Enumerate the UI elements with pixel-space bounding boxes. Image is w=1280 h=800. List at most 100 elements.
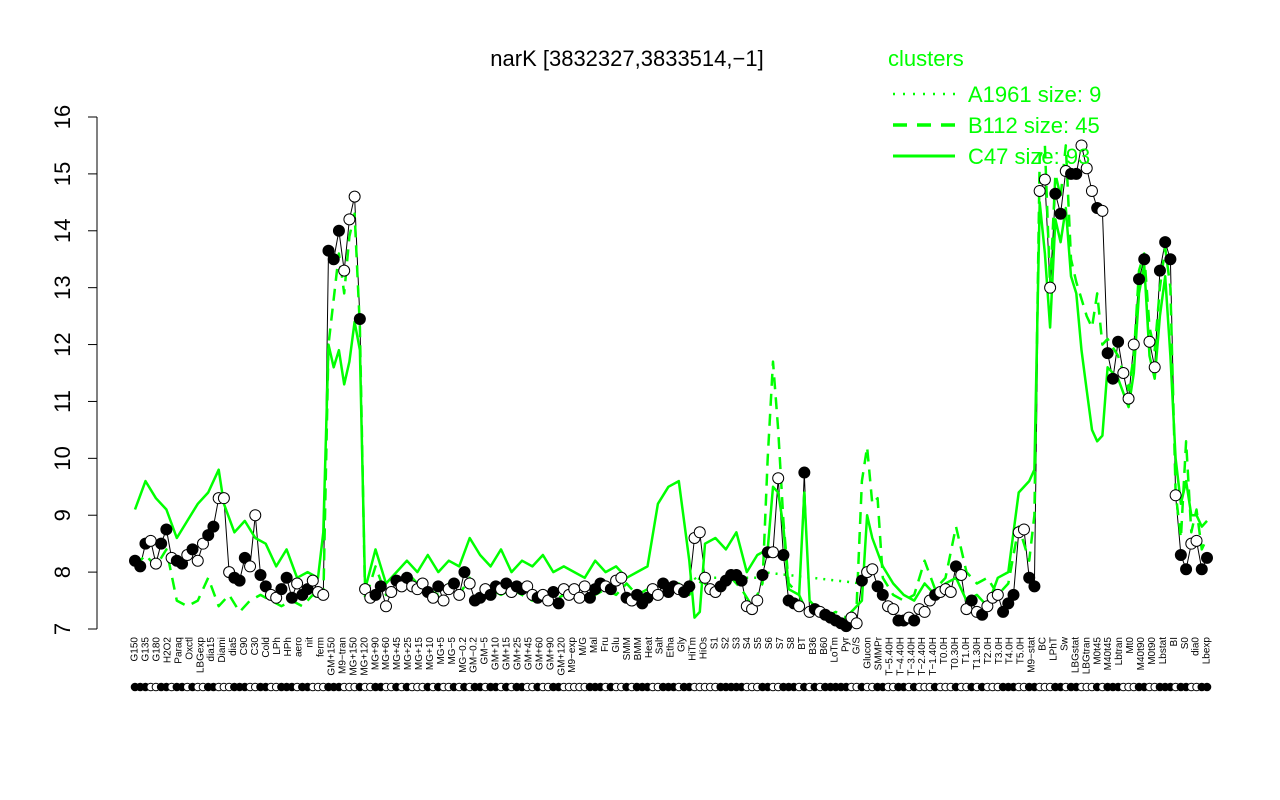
cluster-line-solid [133,201,1208,625]
data-point [144,534,157,547]
x-tick-label: T1.0H [961,637,972,664]
data-point [693,526,706,539]
data-point [1133,273,1146,286]
chart-title: narK [3832327,3833514,−1] [490,46,763,71]
data-point [149,557,162,570]
y-tick-label: 7 [50,623,75,635]
data-point [369,588,382,601]
data-point [578,580,591,593]
x-tick-label: MG+5 [436,637,447,665]
x-tick-label: C90 [239,637,250,656]
x-tick-label: G150 [130,637,141,662]
data-point [207,520,220,533]
data-point [1112,335,1125,348]
data-point [270,591,283,604]
x-tick-label: MG−0.2 [458,637,469,673]
data-point [976,608,989,621]
data-point [458,566,471,579]
x-tick-label: GM+45 [523,637,534,671]
data-point [306,574,319,587]
data-point [965,594,978,607]
data-point [552,597,565,610]
x-tick-label: GM−5 [480,637,491,665]
data-point [887,603,900,616]
legend-label-b112: B112 size: 45 [968,113,1100,138]
data-point [285,591,298,604]
x-tick-label: M40t45 [1103,637,1114,671]
x-tick-label: S0 [1180,637,1191,650]
x-tick-label: MG−5 [447,637,458,665]
x-tick-label: M40t90 [1136,637,1147,671]
data-point [432,580,445,593]
data-point [1085,184,1098,197]
data-point [871,580,884,593]
data-point [134,560,147,573]
x-tick-label: M9−tran [337,637,348,674]
data-point [385,586,398,599]
x-tick-label: G180 [152,637,163,662]
x-tick-label: LBGexp [195,637,206,674]
data-point [981,600,994,613]
x-tick-label: MG+10 [425,637,436,671]
x-tick-label: nit [305,637,316,648]
x-tick-label: Pyr [841,636,852,652]
data-point [322,244,335,257]
x-tick-label: Fru [600,637,611,652]
x-tick-label: B36 [808,637,819,655]
x-tick-label: Lbtran [1114,637,1125,665]
x-tick-label: T0.30H [950,637,961,670]
x-tick-label: Glu [611,637,622,653]
x-tick-label: S7 [775,637,786,650]
legend: clusters A1961 size: 9 B112 size: 45 C47… [888,46,1101,169]
data-point [353,312,366,325]
data-point [798,466,811,479]
data-point [772,472,785,485]
x-tick-label: LBGtran [1081,637,1092,674]
series-layer [133,144,1209,627]
data-point [1028,580,1041,593]
data-point [855,574,868,587]
x-tick-label: Gly [677,637,688,652]
x-tick-label: G/S [852,637,863,655]
x-tick-label: GM+90 [545,637,556,671]
data-point [280,571,293,584]
data-point [1153,264,1166,277]
x-tick-label: Mal [589,637,600,653]
data-point [866,563,879,576]
data-point [908,614,921,627]
x-tick-label: C30 [250,637,261,656]
cluster-line-dashed [134,144,1209,619]
data-point [249,509,262,522]
x-tick-label: MG+25 [403,637,414,671]
y-tick-label: 9 [50,509,75,521]
x-tick-label: GM+150 [327,637,338,676]
y-tick-label: 15 [50,162,75,186]
y-tick-label: 13 [50,275,75,299]
x-tick-label: S3 [731,637,742,650]
x-tick-label: MG+60 [381,637,392,671]
x-tick-label: LBGstat [1070,637,1081,673]
data-point [944,586,957,599]
data-point [332,224,345,237]
data-point [521,580,534,593]
data-point [259,580,272,593]
data-point [651,588,664,601]
x-tick-label: T−5.40H [884,637,895,676]
data-point [1127,338,1140,351]
data-point [1122,392,1135,405]
x-tick-label: M9−stat [1027,637,1038,673]
data-point [876,588,889,601]
data-point [1201,551,1213,564]
y-tick-label: 8 [50,566,75,578]
data-point [1143,335,1156,348]
x-tick-label: T3.0H [994,637,1005,664]
x-tick-label: T−4.40H [895,637,906,676]
data-point [233,574,246,587]
data-point [1002,597,1015,610]
data-point [291,577,304,590]
data-point [1075,139,1088,152]
data-point [850,617,863,630]
data-point [186,543,199,556]
data-point [338,264,351,277]
